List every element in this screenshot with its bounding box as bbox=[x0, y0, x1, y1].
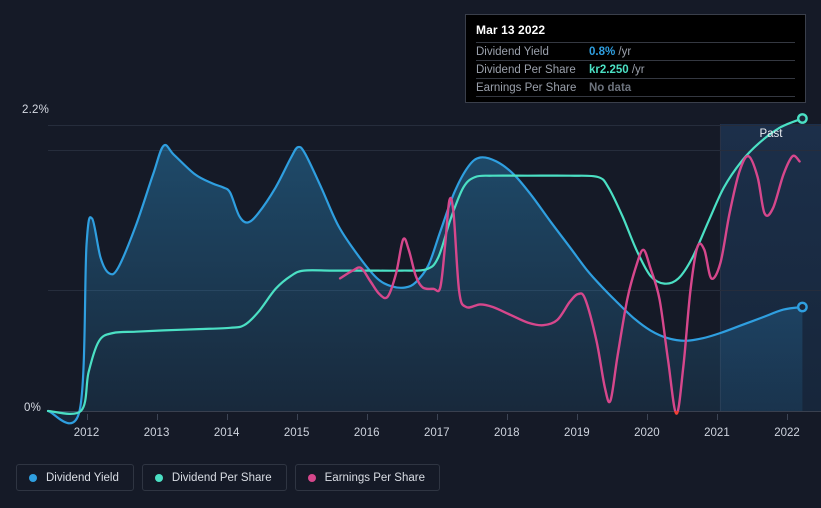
past-annotation-label: Past bbox=[759, 128, 783, 140]
x-axis-tick-mark bbox=[576, 414, 578, 420]
tooltip-value-number: 0.8% bbox=[589, 45, 616, 58]
y-axis-label-zero: 0% bbox=[24, 402, 42, 414]
chart-tooltip: Mar 13 2022 Dividend Yield 0.8% /yr Divide… bbox=[465, 14, 806, 103]
x-axis-tick-mark bbox=[296, 414, 298, 420]
tooltip-value-number: No data bbox=[589, 81, 632, 94]
legend-color-dot-icon bbox=[154, 473, 163, 482]
x-axis-tick-mark bbox=[716, 414, 718, 420]
x-axis-tick-mark bbox=[156, 414, 158, 420]
x-axis-tick-mark bbox=[366, 414, 368, 420]
x-axis-tick-mark bbox=[506, 414, 508, 420]
y-axis-label-top: 2.2% bbox=[22, 104, 50, 116]
x-axis-tick-mark bbox=[786, 414, 788, 420]
x-axis-tick-mark bbox=[436, 414, 438, 420]
x-axis-tick-label-2020: 2020 bbox=[634, 427, 660, 439]
tooltip-row-value: No data bbox=[589, 82, 631, 94]
tooltip-row-value: kr2.250 /yr bbox=[589, 64, 645, 76]
x-axis-tick-label-2014: 2014 bbox=[213, 427, 240, 439]
tooltip-row: Dividend Yield 0.8% /yr bbox=[476, 43, 795, 61]
x-axis-tick-label-2012: 2012 bbox=[73, 427, 100, 439]
plot-area bbox=[46, 113, 821, 425]
tooltip-value-unit: /yr bbox=[615, 45, 632, 58]
x-axis-tick-label-2016: 2016 bbox=[353, 427, 380, 439]
tooltip-date: Mar 13 2022 bbox=[476, 21, 795, 43]
x-axis-tick-label-2018: 2018 bbox=[494, 427, 520, 439]
tooltip-row-label: Dividend Yield bbox=[476, 45, 549, 58]
tooltip-row-label: Dividend Per Share bbox=[476, 63, 576, 76]
x-axis-tick-mark bbox=[646, 414, 648, 420]
x-axis-tick-mark bbox=[86, 414, 88, 420]
x-axis-tick-label-2019: 2019 bbox=[564, 427, 590, 439]
x-axis-tick-label-2017: 2017 bbox=[423, 427, 450, 439]
legend-item-earnings-per-share[interactable]: Earnings Per Share bbox=[294, 464, 440, 491]
x-axis-tick-label-2015: 2015 bbox=[283, 427, 310, 439]
legend-item-label: Dividend Yield bbox=[46, 471, 119, 484]
legend-item-label: Dividend Per Share bbox=[171, 471, 272, 484]
legend-item-label: Earnings Per Share bbox=[324, 471, 425, 484]
x-axis-tick-label-2022: 2022 bbox=[774, 427, 800, 439]
chart-legend: Dividend Yield Dividend Per Share Earnings… bbox=[16, 464, 440, 491]
x-axis-tick-label-2021: 2021 bbox=[704, 427, 730, 439]
legend-item-dividend-yield[interactable]: Dividend Yield bbox=[16, 464, 134, 491]
tooltip-rows: Dividend Yield 0.8% /yr Dividend Per Share… bbox=[476, 43, 795, 97]
series-lines bbox=[46, 113, 808, 425]
tooltip-value-unit: /yr bbox=[628, 63, 645, 76]
x-axis-tick-label-2013: 2013 bbox=[143, 427, 170, 439]
x-axis: 2012 2013 2014 2015 2016 2017 2018 2019 2020 2021… bbox=[48, 414, 808, 442]
tooltip-value-number: kr2.250 bbox=[589, 63, 629, 76]
legend-color-dot-icon bbox=[307, 473, 316, 482]
tooltip-row-value: 0.8% /yr bbox=[589, 46, 631, 58]
tooltip-row: Dividend Per Share kr2.250 /yr bbox=[476, 61, 795, 79]
legend-color-dot-icon bbox=[29, 473, 37, 482]
tooltip-row: Earnings Per Share No data bbox=[476, 79, 795, 97]
x-axis-tick-mark bbox=[226, 414, 228, 420]
legend-item-dividend-per-share[interactable]: Dividend Per Share bbox=[141, 464, 287, 491]
tooltip-row-label: Earnings Per Share bbox=[476, 81, 577, 94]
